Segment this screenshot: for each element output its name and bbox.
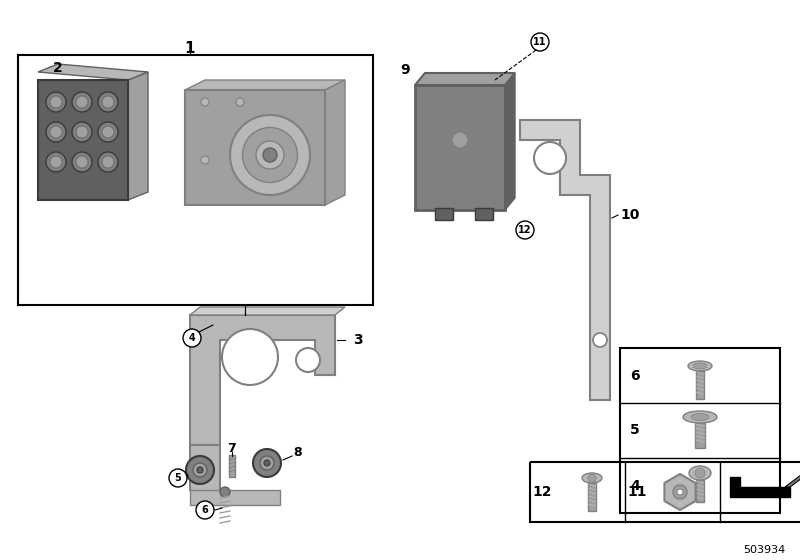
Ellipse shape bbox=[691, 413, 709, 421]
Ellipse shape bbox=[242, 128, 298, 183]
Circle shape bbox=[46, 122, 66, 142]
Polygon shape bbox=[190, 315, 335, 445]
Circle shape bbox=[98, 122, 118, 142]
Circle shape bbox=[220, 487, 230, 497]
Polygon shape bbox=[665, 474, 695, 510]
Bar bbox=[18, 55, 373, 305]
Polygon shape bbox=[190, 490, 280, 505]
Polygon shape bbox=[38, 64, 148, 80]
Circle shape bbox=[260, 456, 274, 470]
Text: 7: 7 bbox=[228, 441, 236, 455]
Circle shape bbox=[46, 92, 66, 112]
Circle shape bbox=[183, 329, 201, 347]
Circle shape bbox=[197, 467, 203, 473]
Bar bbox=[475, 208, 493, 220]
Text: 8: 8 bbox=[294, 446, 302, 460]
Ellipse shape bbox=[689, 466, 711, 480]
Bar bbox=[229, 455, 235, 477]
Circle shape bbox=[72, 122, 92, 142]
Circle shape bbox=[186, 456, 214, 484]
Ellipse shape bbox=[263, 148, 277, 162]
Text: 10: 10 bbox=[620, 208, 640, 222]
Circle shape bbox=[72, 152, 92, 172]
Bar bbox=[185, 90, 325, 205]
Circle shape bbox=[169, 469, 187, 487]
Circle shape bbox=[588, 474, 596, 482]
Polygon shape bbox=[185, 80, 345, 90]
Circle shape bbox=[452, 132, 468, 148]
Circle shape bbox=[695, 468, 705, 478]
Polygon shape bbox=[128, 72, 148, 200]
Bar bbox=[696, 480, 704, 502]
Text: 4: 4 bbox=[630, 478, 640, 492]
Ellipse shape bbox=[230, 115, 310, 195]
Circle shape bbox=[534, 142, 566, 174]
Circle shape bbox=[76, 96, 88, 108]
Text: 2: 2 bbox=[53, 61, 63, 75]
Polygon shape bbox=[190, 445, 220, 505]
Text: 12: 12 bbox=[532, 485, 552, 499]
Circle shape bbox=[102, 156, 114, 168]
Polygon shape bbox=[730, 477, 790, 497]
Bar bbox=[435, 208, 453, 220]
Text: 503934: 503934 bbox=[742, 545, 785, 555]
Polygon shape bbox=[190, 307, 345, 315]
Circle shape bbox=[296, 348, 320, 372]
Circle shape bbox=[102, 96, 114, 108]
Polygon shape bbox=[325, 80, 345, 205]
Polygon shape bbox=[415, 73, 515, 85]
Text: 6: 6 bbox=[202, 505, 208, 515]
Circle shape bbox=[98, 92, 118, 112]
Text: 5: 5 bbox=[630, 423, 640, 437]
Circle shape bbox=[253, 449, 281, 477]
Circle shape bbox=[201, 156, 209, 164]
Text: 5: 5 bbox=[174, 473, 182, 483]
Text: 9: 9 bbox=[400, 63, 410, 77]
Circle shape bbox=[516, 221, 534, 239]
Circle shape bbox=[236, 98, 244, 106]
Circle shape bbox=[677, 489, 683, 495]
Circle shape bbox=[50, 96, 62, 108]
Polygon shape bbox=[785, 472, 800, 487]
Circle shape bbox=[593, 333, 607, 347]
Bar bbox=[588, 483, 596, 511]
Text: 4: 4 bbox=[189, 333, 195, 343]
Polygon shape bbox=[505, 73, 515, 210]
Circle shape bbox=[76, 126, 88, 138]
Circle shape bbox=[673, 485, 687, 499]
Circle shape bbox=[193, 463, 207, 477]
Text: 11: 11 bbox=[627, 485, 646, 499]
Circle shape bbox=[46, 152, 66, 172]
Circle shape bbox=[264, 460, 270, 466]
Circle shape bbox=[72, 92, 92, 112]
Text: 1: 1 bbox=[185, 40, 195, 55]
Bar bbox=[620, 348, 780, 513]
Circle shape bbox=[50, 156, 62, 168]
Bar bbox=[695, 423, 705, 448]
Circle shape bbox=[98, 152, 118, 172]
Text: 3: 3 bbox=[353, 333, 363, 347]
Text: 12: 12 bbox=[518, 225, 532, 235]
Bar bbox=[530, 462, 800, 522]
Text: 6: 6 bbox=[630, 368, 640, 382]
Bar bbox=[696, 371, 704, 399]
Circle shape bbox=[50, 126, 62, 138]
Ellipse shape bbox=[683, 411, 717, 423]
Circle shape bbox=[531, 33, 549, 51]
Circle shape bbox=[201, 98, 209, 106]
Polygon shape bbox=[415, 85, 505, 210]
Circle shape bbox=[102, 126, 114, 138]
Polygon shape bbox=[520, 120, 610, 400]
Ellipse shape bbox=[582, 473, 602, 483]
Ellipse shape bbox=[256, 141, 284, 169]
Ellipse shape bbox=[693, 363, 707, 369]
Circle shape bbox=[196, 501, 214, 519]
Circle shape bbox=[76, 156, 88, 168]
Circle shape bbox=[222, 329, 278, 385]
FancyBboxPatch shape bbox=[38, 80, 128, 200]
Ellipse shape bbox=[688, 361, 712, 371]
Text: 11: 11 bbox=[534, 37, 546, 47]
